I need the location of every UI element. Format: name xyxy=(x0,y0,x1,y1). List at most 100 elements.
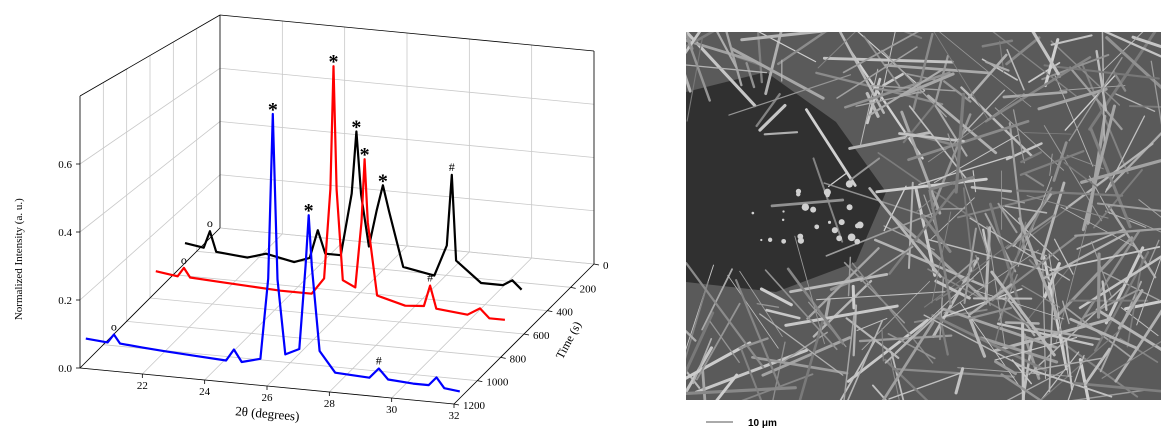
sem-particle xyxy=(845,180,853,188)
needle xyxy=(1020,151,1042,164)
needle xyxy=(686,32,711,102)
sem-needles xyxy=(686,32,1161,400)
needle xyxy=(695,302,741,381)
needle xyxy=(1023,172,1045,187)
needle xyxy=(939,32,1032,108)
needle xyxy=(1078,255,1161,310)
needle xyxy=(967,315,987,358)
needle xyxy=(735,279,782,389)
y-tick-label: 0.2 xyxy=(58,295,72,307)
needle xyxy=(765,308,801,320)
needle xyxy=(900,72,955,97)
needle xyxy=(1031,32,1062,78)
needle xyxy=(1114,309,1161,383)
x-axis-label: 2θ (degrees) xyxy=(235,403,300,424)
y-tick-label: 0.0 xyxy=(58,363,72,375)
needle xyxy=(920,214,952,253)
needle xyxy=(756,303,780,308)
needle xyxy=(996,322,1094,346)
needle xyxy=(894,262,989,353)
needle xyxy=(770,198,845,208)
sem-particle xyxy=(831,227,838,234)
needle xyxy=(887,333,936,360)
needle xyxy=(1074,227,1161,237)
needle xyxy=(817,32,856,69)
needle xyxy=(1125,216,1161,233)
tick-mark xyxy=(453,403,460,406)
grid-line xyxy=(126,320,501,358)
needle xyxy=(954,367,965,395)
z-tick-label: 200 xyxy=(580,283,597,295)
sem-particle xyxy=(825,192,830,198)
needle xyxy=(1043,125,1103,222)
needle xyxy=(701,268,733,331)
needle xyxy=(1105,36,1161,90)
peak-marker: * xyxy=(351,116,361,138)
needle xyxy=(999,40,1005,73)
needle xyxy=(686,280,709,360)
y-tick-label: 0.4 xyxy=(58,227,72,239)
needle xyxy=(816,291,946,301)
needle xyxy=(1000,373,1043,400)
needle xyxy=(997,202,1018,234)
tick-mark xyxy=(500,356,506,359)
needle xyxy=(884,358,929,400)
needle xyxy=(846,157,881,184)
needle xyxy=(967,53,1008,99)
needle xyxy=(812,279,873,338)
needle xyxy=(890,358,900,400)
needle xyxy=(1016,189,1124,197)
axis-line xyxy=(79,14,221,97)
needle xyxy=(686,311,715,375)
needle xyxy=(1073,381,1161,393)
tick-mark xyxy=(477,380,483,383)
needle xyxy=(1080,159,1161,184)
z-tick-label: 1000 xyxy=(486,377,509,389)
needle xyxy=(1103,32,1161,58)
needle xyxy=(1096,252,1101,319)
needle xyxy=(1068,56,1123,142)
axis-line xyxy=(219,14,595,52)
needle xyxy=(986,225,1006,348)
needle xyxy=(979,336,1059,364)
peak-marker: * xyxy=(378,170,388,192)
needle xyxy=(871,384,887,400)
needle xyxy=(890,351,905,400)
needle xyxy=(1012,109,1025,164)
needle xyxy=(1131,35,1161,49)
needle xyxy=(1021,340,1034,400)
needle xyxy=(892,367,1015,378)
needle xyxy=(1103,271,1161,302)
z-tick-label: 1200 xyxy=(463,400,486,412)
needle xyxy=(1043,233,1126,280)
needle xyxy=(875,177,988,194)
needle xyxy=(692,338,713,385)
needle xyxy=(686,329,697,342)
needle xyxy=(881,320,935,400)
needle xyxy=(1101,280,1108,311)
needle xyxy=(1067,354,1085,400)
needle xyxy=(984,56,1092,123)
needle xyxy=(963,227,977,304)
needle xyxy=(764,32,783,96)
needle xyxy=(843,314,855,400)
needle xyxy=(918,155,1011,186)
sem-particle xyxy=(751,211,755,215)
needle xyxy=(914,187,937,277)
needle xyxy=(1008,122,1026,252)
needle xyxy=(868,69,943,117)
needle xyxy=(927,238,1047,272)
scale-label: 10 μm xyxy=(748,418,777,429)
sem-particle xyxy=(838,219,845,226)
needle xyxy=(789,273,889,294)
needle xyxy=(855,90,926,107)
needle xyxy=(1136,256,1161,326)
needle xyxy=(763,131,799,136)
needle xyxy=(1083,289,1139,318)
x-tick-label: 26 xyxy=(262,392,274,404)
needle xyxy=(912,32,934,111)
x-tick-label: 22 xyxy=(137,380,148,392)
needle xyxy=(865,91,880,118)
plot-3d: 22 24 26 28 30 32 0.0 0.2 0.4 0.6 0 200 400 600 800100… xyxy=(13,14,609,424)
needle xyxy=(1002,90,1068,99)
